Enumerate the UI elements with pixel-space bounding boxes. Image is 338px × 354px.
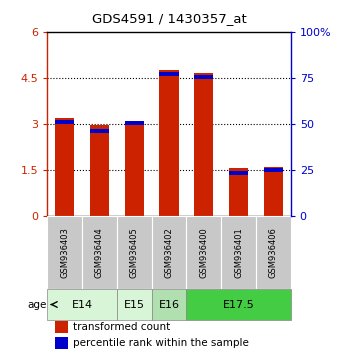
Bar [90, 130, 109, 133]
Text: GSM936402: GSM936402 [165, 227, 173, 278]
Bar [256, 216, 291, 289]
Bar [160, 72, 178, 76]
Bar [82, 216, 117, 289]
Text: E15: E15 [124, 299, 145, 309]
Text: E17.5: E17.5 [223, 299, 255, 309]
Bar [90, 125, 109, 216]
Text: E16: E16 [159, 299, 179, 309]
Bar [152, 216, 186, 289]
Bar [47, 216, 82, 289]
Bar [194, 75, 213, 79]
Bar [264, 167, 283, 216]
Bar [194, 73, 213, 216]
Bar [55, 337, 68, 349]
Text: GDS4591 / 1430357_at: GDS4591 / 1430357_at [92, 12, 246, 25]
Text: GSM936403: GSM936403 [60, 227, 69, 278]
Bar [221, 216, 256, 289]
Bar [264, 168, 283, 172]
Bar [186, 216, 221, 289]
Text: GSM936401: GSM936401 [234, 227, 243, 278]
Bar [55, 118, 74, 216]
Bar [47, 289, 117, 320]
Text: percentile rank within the sample: percentile rank within the sample [73, 338, 249, 348]
Bar [125, 121, 144, 216]
Bar [229, 171, 248, 175]
Text: age: age [27, 299, 47, 309]
Bar [229, 168, 248, 216]
Bar [152, 289, 186, 320]
Bar [117, 216, 152, 289]
Text: transformed count: transformed count [73, 322, 170, 332]
Bar [160, 70, 178, 216]
Bar [186, 289, 291, 320]
Bar [125, 121, 144, 125]
Text: E14: E14 [72, 299, 93, 309]
Text: GSM936404: GSM936404 [95, 227, 104, 278]
Text: GSM936405: GSM936405 [130, 227, 139, 278]
Bar [117, 289, 152, 320]
Text: GSM936406: GSM936406 [269, 227, 278, 278]
Bar [55, 321, 68, 333]
Bar [55, 120, 74, 124]
Text: GSM936400: GSM936400 [199, 227, 208, 278]
